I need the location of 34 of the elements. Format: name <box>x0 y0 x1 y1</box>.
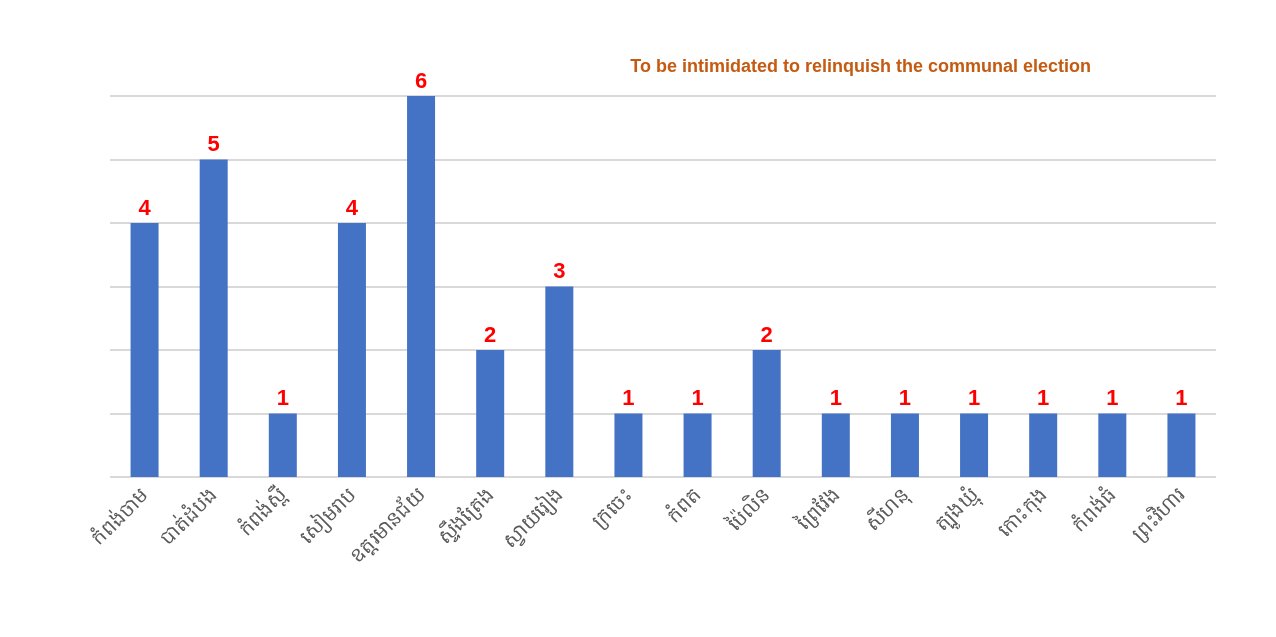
bar <box>960 413 989 477</box>
bar <box>407 96 436 477</box>
bar <box>614 413 643 477</box>
bar <box>199 159 228 477</box>
data-label: 5 <box>207 131 220 156</box>
bar <box>1098 413 1127 477</box>
bar <box>337 223 366 477</box>
bar <box>268 413 297 477</box>
data-label: 2 <box>760 321 773 347</box>
data-label: 1 <box>691 385 704 410</box>
data-label: 1 <box>622 385 635 410</box>
bar <box>1029 413 1058 477</box>
data-label: 1 <box>276 385 289 410</box>
data-label: 1 <box>898 385 912 410</box>
data-label: 2 <box>484 321 497 347</box>
bar <box>545 286 574 477</box>
data-label: 4 <box>138 194 152 220</box>
data-label: 1 <box>1175 385 1188 410</box>
bar <box>476 350 505 477</box>
x-tick-label: កំពត <box>660 481 707 528</box>
bar <box>683 413 712 477</box>
bar <box>752 350 781 477</box>
data-label: 4 <box>345 194 359 220</box>
data-label: 1 <box>829 385 842 410</box>
data-label: 6 <box>414 67 428 93</box>
bar <box>821 413 850 477</box>
bar <box>130 223 159 477</box>
data-label: 3 <box>553 258 566 283</box>
bar <box>890 413 919 477</box>
chart-title: To be intimidated to relinquish the communal election <box>630 56 1092 76</box>
data-label: 1 <box>967 385 981 410</box>
bar <box>1167 413 1196 477</box>
data-label: 1 <box>1106 385 1119 410</box>
data-label: 1 <box>1037 385 1050 410</box>
